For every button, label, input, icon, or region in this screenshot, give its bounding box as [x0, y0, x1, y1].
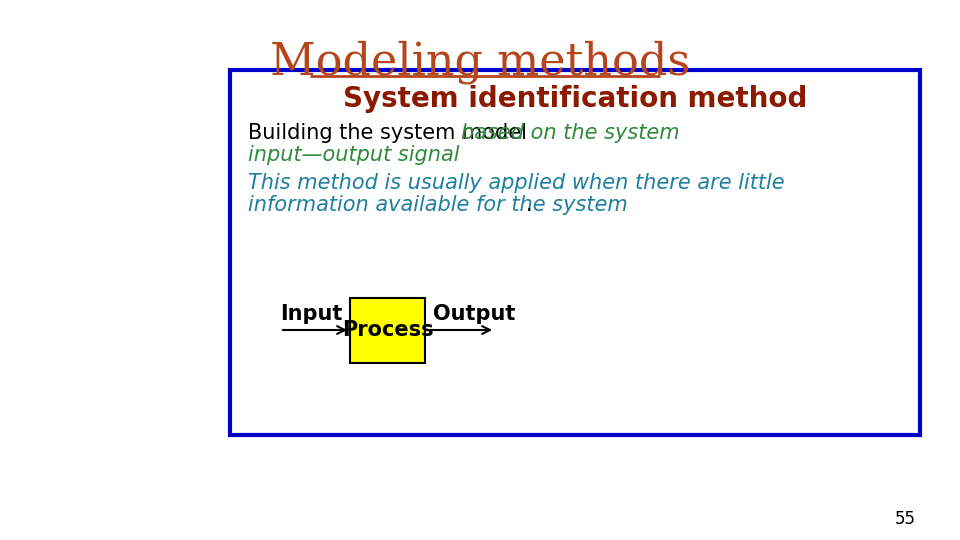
Text: System identification method: System identification method	[343, 85, 807, 113]
Text: based on the system: based on the system	[461, 123, 680, 143]
Text: Building the system model: Building the system model	[248, 123, 534, 143]
Text: information available for the system: information available for the system	[248, 195, 628, 215]
Text: This method is usually applied when there are little: This method is usually applied when ther…	[248, 173, 784, 193]
FancyBboxPatch shape	[350, 298, 425, 362]
Text: Modeling methods: Modeling methods	[270, 40, 690, 84]
Text: Input: Input	[279, 304, 342, 324]
Text: Output: Output	[433, 304, 516, 324]
FancyBboxPatch shape	[230, 70, 920, 435]
Text: .: .	[525, 195, 532, 215]
Text: input—output signal: input—output signal	[248, 145, 460, 165]
Text: Process: Process	[342, 320, 433, 340]
Text: 55: 55	[895, 510, 916, 528]
